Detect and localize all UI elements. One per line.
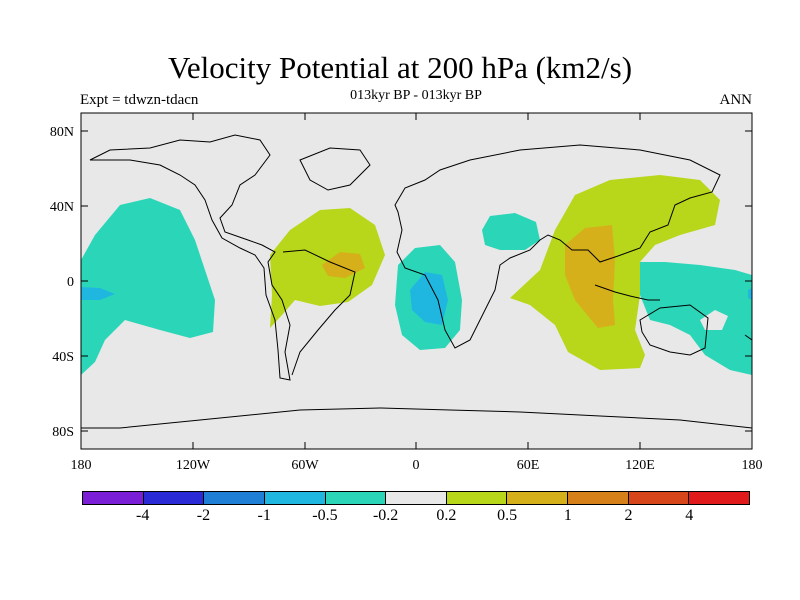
lon-label-0: 0: [413, 458, 420, 473]
colorbar-swatch: [83, 492, 144, 504]
lat-label-40n: 40N: [50, 200, 74, 215]
lon-label-60e: 60E: [517, 458, 540, 473]
lat-ticks: [81, 130, 752, 432]
lon-ticks: [192, 113, 641, 449]
lon-label-120w: 120W: [176, 458, 211, 473]
colorbar-label: -4: [136, 507, 150, 524]
colorbar-label: -2: [196, 507, 211, 524]
colorbar-label: 0.2: [436, 507, 457, 524]
lon-label-120e: 120E: [625, 458, 655, 473]
contour-positive-indopacific: [510, 175, 720, 370]
colorbar-label: -1: [257, 507, 271, 524]
lon-label-180e: 180: [742, 458, 763, 473]
colorbar-label: -0.5: [312, 507, 338, 524]
colorbar-swatch: [568, 492, 629, 504]
season-label: ANN: [719, 92, 753, 108]
colorbar-label: 2: [624, 507, 633, 524]
contour-strong-negative-east: [748, 288, 752, 300]
colorbar: [82, 491, 750, 505]
colorbar-label: 4: [685, 507, 694, 524]
colorbar-label: -0.2: [372, 507, 399, 524]
experiment-label: Expt = tdwzn-tdacn: [80, 92, 199, 108]
contour-negative-australia: [640, 262, 752, 375]
contour-strong-negative-pacific: [81, 287, 115, 300]
contour-strong-negative-atlantic: [410, 272, 448, 325]
colorbar-swatch: [325, 492, 387, 504]
contour-strong-positive-indopacific: [565, 225, 615, 328]
colorbar-swatch: [446, 492, 508, 504]
colorbar-swatch: [507, 492, 569, 504]
colorbar-label: 0.5: [497, 507, 518, 524]
map-title: Velocity Potential at 200 hPa (km2/s): [167, 50, 633, 85]
colorbar-swatch: [628, 492, 690, 504]
colorbar-swatch: [386, 492, 447, 504]
colorbar-swatch: [204, 492, 265, 504]
contour-negative-pacific: [81, 198, 215, 375]
lat-label-80s: 80S: [52, 425, 74, 440]
colorbar-label: 1: [563, 507, 572, 524]
colorbar-swatch: [143, 492, 205, 504]
lon-label-60w: 60W: [291, 458, 319, 473]
coastlines: [81, 134, 752, 429]
lon-label-180w: 180: [71, 458, 92, 473]
lat-label-eq: 0: [67, 275, 74, 290]
lat-label-80n: 80N: [50, 125, 74, 140]
colorbar-swatch: [689, 492, 750, 504]
contour-fields: [81, 134, 752, 429]
colorbar-swatch: [264, 492, 326, 504]
contour-negative-arabia: [482, 213, 540, 250]
lat-label-40s: 40S: [52, 350, 74, 365]
period-subtitle: 013kyr BP - 013kyr BP: [350, 88, 482, 103]
